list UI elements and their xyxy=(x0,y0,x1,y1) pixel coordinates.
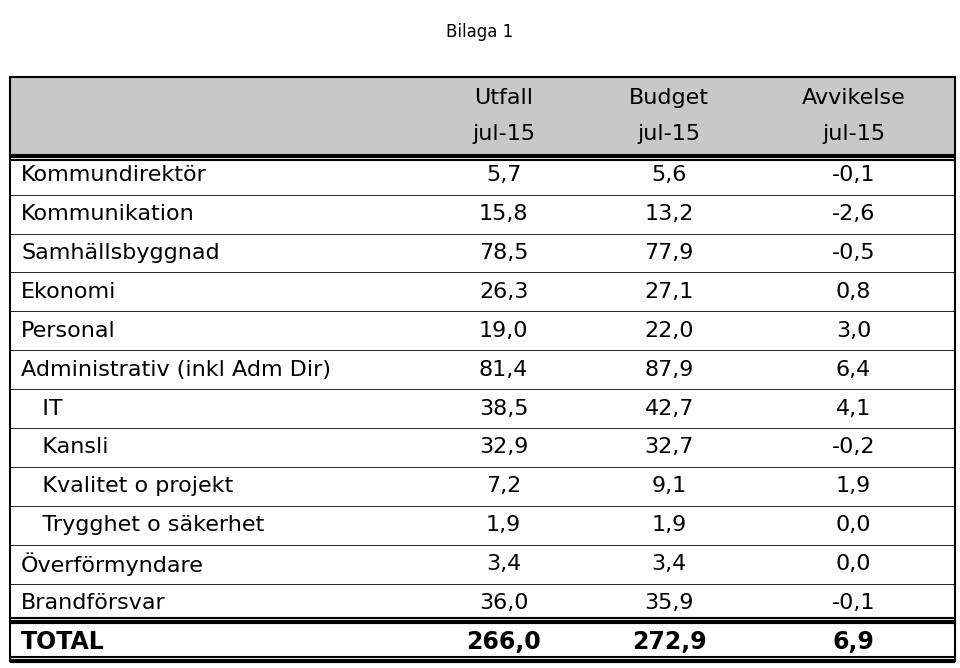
Text: 81,4: 81,4 xyxy=(479,359,528,379)
Text: Kommundirektör: Kommundirektör xyxy=(21,165,207,185)
Text: 32,9: 32,9 xyxy=(479,438,528,458)
Text: 87,9: 87,9 xyxy=(644,359,694,379)
Bar xyxy=(10,544,955,584)
Bar xyxy=(10,234,955,273)
Bar xyxy=(10,506,955,544)
Bar xyxy=(10,311,955,350)
Text: 6,4: 6,4 xyxy=(836,359,871,379)
Text: 3,4: 3,4 xyxy=(652,554,686,574)
Bar xyxy=(10,350,955,389)
Text: 266,0: 266,0 xyxy=(467,630,541,654)
Text: jul-15: jul-15 xyxy=(822,124,885,144)
Text: 32,7: 32,7 xyxy=(644,438,694,458)
Text: 15,8: 15,8 xyxy=(479,204,528,224)
Text: 3,4: 3,4 xyxy=(486,554,521,574)
Text: Kvalitet o projekt: Kvalitet o projekt xyxy=(21,476,233,496)
Text: 272,9: 272,9 xyxy=(632,630,707,654)
Text: -0,1: -0,1 xyxy=(831,165,876,185)
Text: 27,1: 27,1 xyxy=(644,282,694,302)
Text: 0,0: 0,0 xyxy=(836,554,872,574)
Text: 78,5: 78,5 xyxy=(479,243,528,263)
Text: -2,6: -2,6 xyxy=(832,204,876,224)
Text: jul-15: jul-15 xyxy=(637,124,701,144)
Text: 9,1: 9,1 xyxy=(652,476,686,496)
Text: 19,0: 19,0 xyxy=(479,321,528,341)
Text: Trygghet o säkerhet: Trygghet o säkerhet xyxy=(21,515,264,535)
Bar xyxy=(10,194,955,234)
Text: 77,9: 77,9 xyxy=(644,243,694,263)
Text: Brandförsvar: Brandförsvar xyxy=(21,593,166,613)
Text: 1,9: 1,9 xyxy=(836,476,871,496)
Bar xyxy=(10,156,955,194)
Text: Budget: Budget xyxy=(629,88,709,108)
Text: jul-15: jul-15 xyxy=(472,124,536,144)
Bar xyxy=(10,389,955,428)
Text: IT: IT xyxy=(21,399,62,419)
Text: 38,5: 38,5 xyxy=(479,399,528,419)
Text: 4,1: 4,1 xyxy=(836,399,871,419)
Text: Utfall: Utfall xyxy=(474,88,533,108)
Bar xyxy=(10,428,955,467)
Text: 3,0: 3,0 xyxy=(836,321,872,341)
Bar xyxy=(10,77,955,156)
Bar xyxy=(10,623,955,661)
Text: -0,2: -0,2 xyxy=(831,438,876,458)
Bar xyxy=(10,467,955,506)
Text: 0,0: 0,0 xyxy=(836,515,872,535)
Text: Ekonomi: Ekonomi xyxy=(21,282,116,302)
Text: -0,5: -0,5 xyxy=(831,243,876,263)
Text: 35,9: 35,9 xyxy=(644,593,694,613)
Text: 26,3: 26,3 xyxy=(479,282,528,302)
Text: 5,6: 5,6 xyxy=(652,165,686,185)
Text: Personal: Personal xyxy=(21,321,116,341)
Text: 6,9: 6,9 xyxy=(832,630,875,654)
Text: Administrativ (inkl Adm Dir): Administrativ (inkl Adm Dir) xyxy=(21,359,331,379)
Text: Bilaga 1: Bilaga 1 xyxy=(446,23,514,41)
Text: 7,2: 7,2 xyxy=(486,476,521,496)
Text: 13,2: 13,2 xyxy=(644,204,694,224)
Text: TOTAL: TOTAL xyxy=(21,630,105,654)
Bar xyxy=(10,584,955,623)
Text: 36,0: 36,0 xyxy=(479,593,528,613)
Text: 1,9: 1,9 xyxy=(652,515,686,535)
Text: Samhällsbyggnad: Samhällsbyggnad xyxy=(21,243,220,263)
Bar xyxy=(10,77,955,661)
Text: 22,0: 22,0 xyxy=(644,321,694,341)
Text: 42,7: 42,7 xyxy=(644,399,694,419)
Text: Överförmyndare: Överförmyndare xyxy=(21,552,204,576)
Text: -0,1: -0,1 xyxy=(831,593,876,613)
Bar xyxy=(10,273,955,311)
Text: 0,8: 0,8 xyxy=(836,282,872,302)
Text: Avvikelse: Avvikelse xyxy=(802,88,905,108)
Text: 1,9: 1,9 xyxy=(486,515,521,535)
Text: Kansli: Kansli xyxy=(21,438,108,458)
Text: 5,7: 5,7 xyxy=(486,165,521,185)
Text: Kommunikation: Kommunikation xyxy=(21,204,195,224)
